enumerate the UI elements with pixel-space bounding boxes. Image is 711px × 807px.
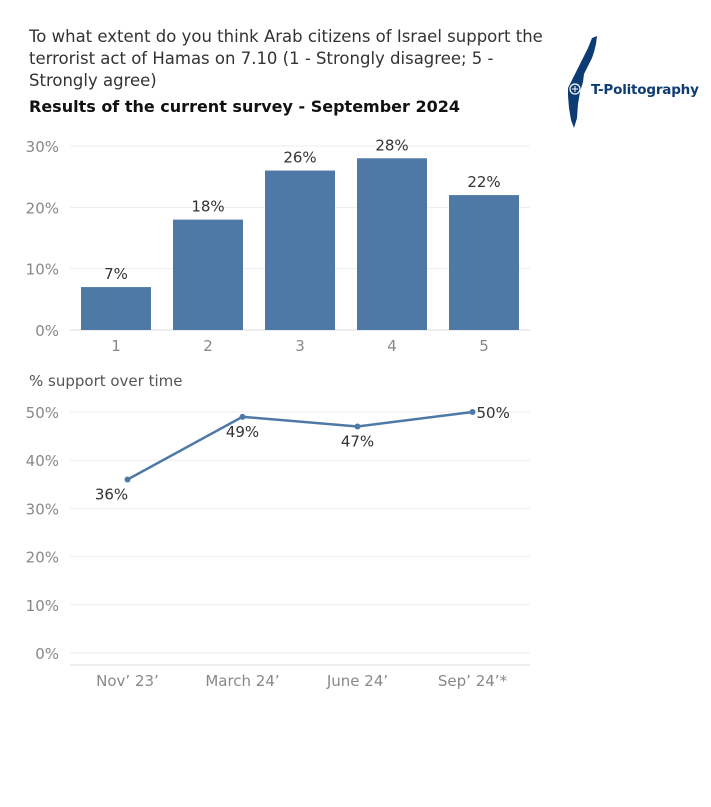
line-point <box>354 423 361 430</box>
line-x-tick-label: March 24’ <box>205 672 279 690</box>
bar-x-tick-label: 5 <box>479 337 489 355</box>
bar-x-tick-label: 2 <box>203 337 213 355</box>
line-data-label: 50% <box>477 404 510 422</box>
bar-data-label: 28% <box>375 136 408 154</box>
line-y-tick-label: 40% <box>26 452 59 470</box>
bar-x-tick-label: 1 <box>111 337 121 355</box>
line-x-tick-label: June 24’ <box>326 672 388 690</box>
line-point <box>239 413 246 420</box>
line-y-tick-label: 10% <box>26 597 59 615</box>
bar-y-tick-label: 20% <box>26 199 59 217</box>
bar <box>449 195 519 330</box>
bar <box>265 170 335 330</box>
bar-y-tick-label: 30% <box>26 138 59 156</box>
line-chart-title: % support over time <box>29 372 183 390</box>
line-data-label: 49% <box>226 423 259 441</box>
logo-text: T-Politography <box>591 82 699 98</box>
line-point <box>469 409 476 415</box>
line-y-tick-label: 0% <box>35 645 59 663</box>
bar-x-tick-label: 4 <box>387 337 397 355</box>
line-series <box>126 410 473 481</box>
line-chart: 0% 10% 20% 30% 40% 50% 36% Nov’ 23’ 49% March 24’… <box>26 404 530 690</box>
line-data-label: 47% <box>341 432 374 450</box>
bar-chart: 0% 10% 20% 30% 7% 1 18% 2 26% 3 28% 4 22% 5 <box>26 136 530 355</box>
bar <box>81 287 151 330</box>
bar-y-tick-label: 0% <box>35 322 59 340</box>
line-x-tick-label: Nov’ 23’ <box>96 672 159 690</box>
bar-x-tick-label: 3 <box>295 337 305 355</box>
bar-data-label: 7% <box>104 265 128 283</box>
line-point <box>124 476 131 483</box>
israel-map-logo-icon <box>568 36 597 128</box>
line-x-tick-label: Sep’ 24’* <box>438 672 508 690</box>
line-y-tick-label: 50% <box>26 404 59 422</box>
chart-subtitle: Results of the current survey - Septembe… <box>29 97 461 116</box>
bar-data-label: 22% <box>467 173 500 191</box>
bar-data-label: 26% <box>283 149 316 167</box>
line-data-label: 36% <box>95 485 128 503</box>
bar-data-label: 18% <box>191 198 224 216</box>
bar-y-tick-label: 10% <box>26 261 59 279</box>
line-y-tick-label: 30% <box>26 500 59 518</box>
chart-title: To what extent do you think Arab citizen… <box>29 27 543 90</box>
line-y-tick-label: 20% <box>26 549 59 567</box>
bar <box>173 219 243 330</box>
bar <box>357 158 427 330</box>
